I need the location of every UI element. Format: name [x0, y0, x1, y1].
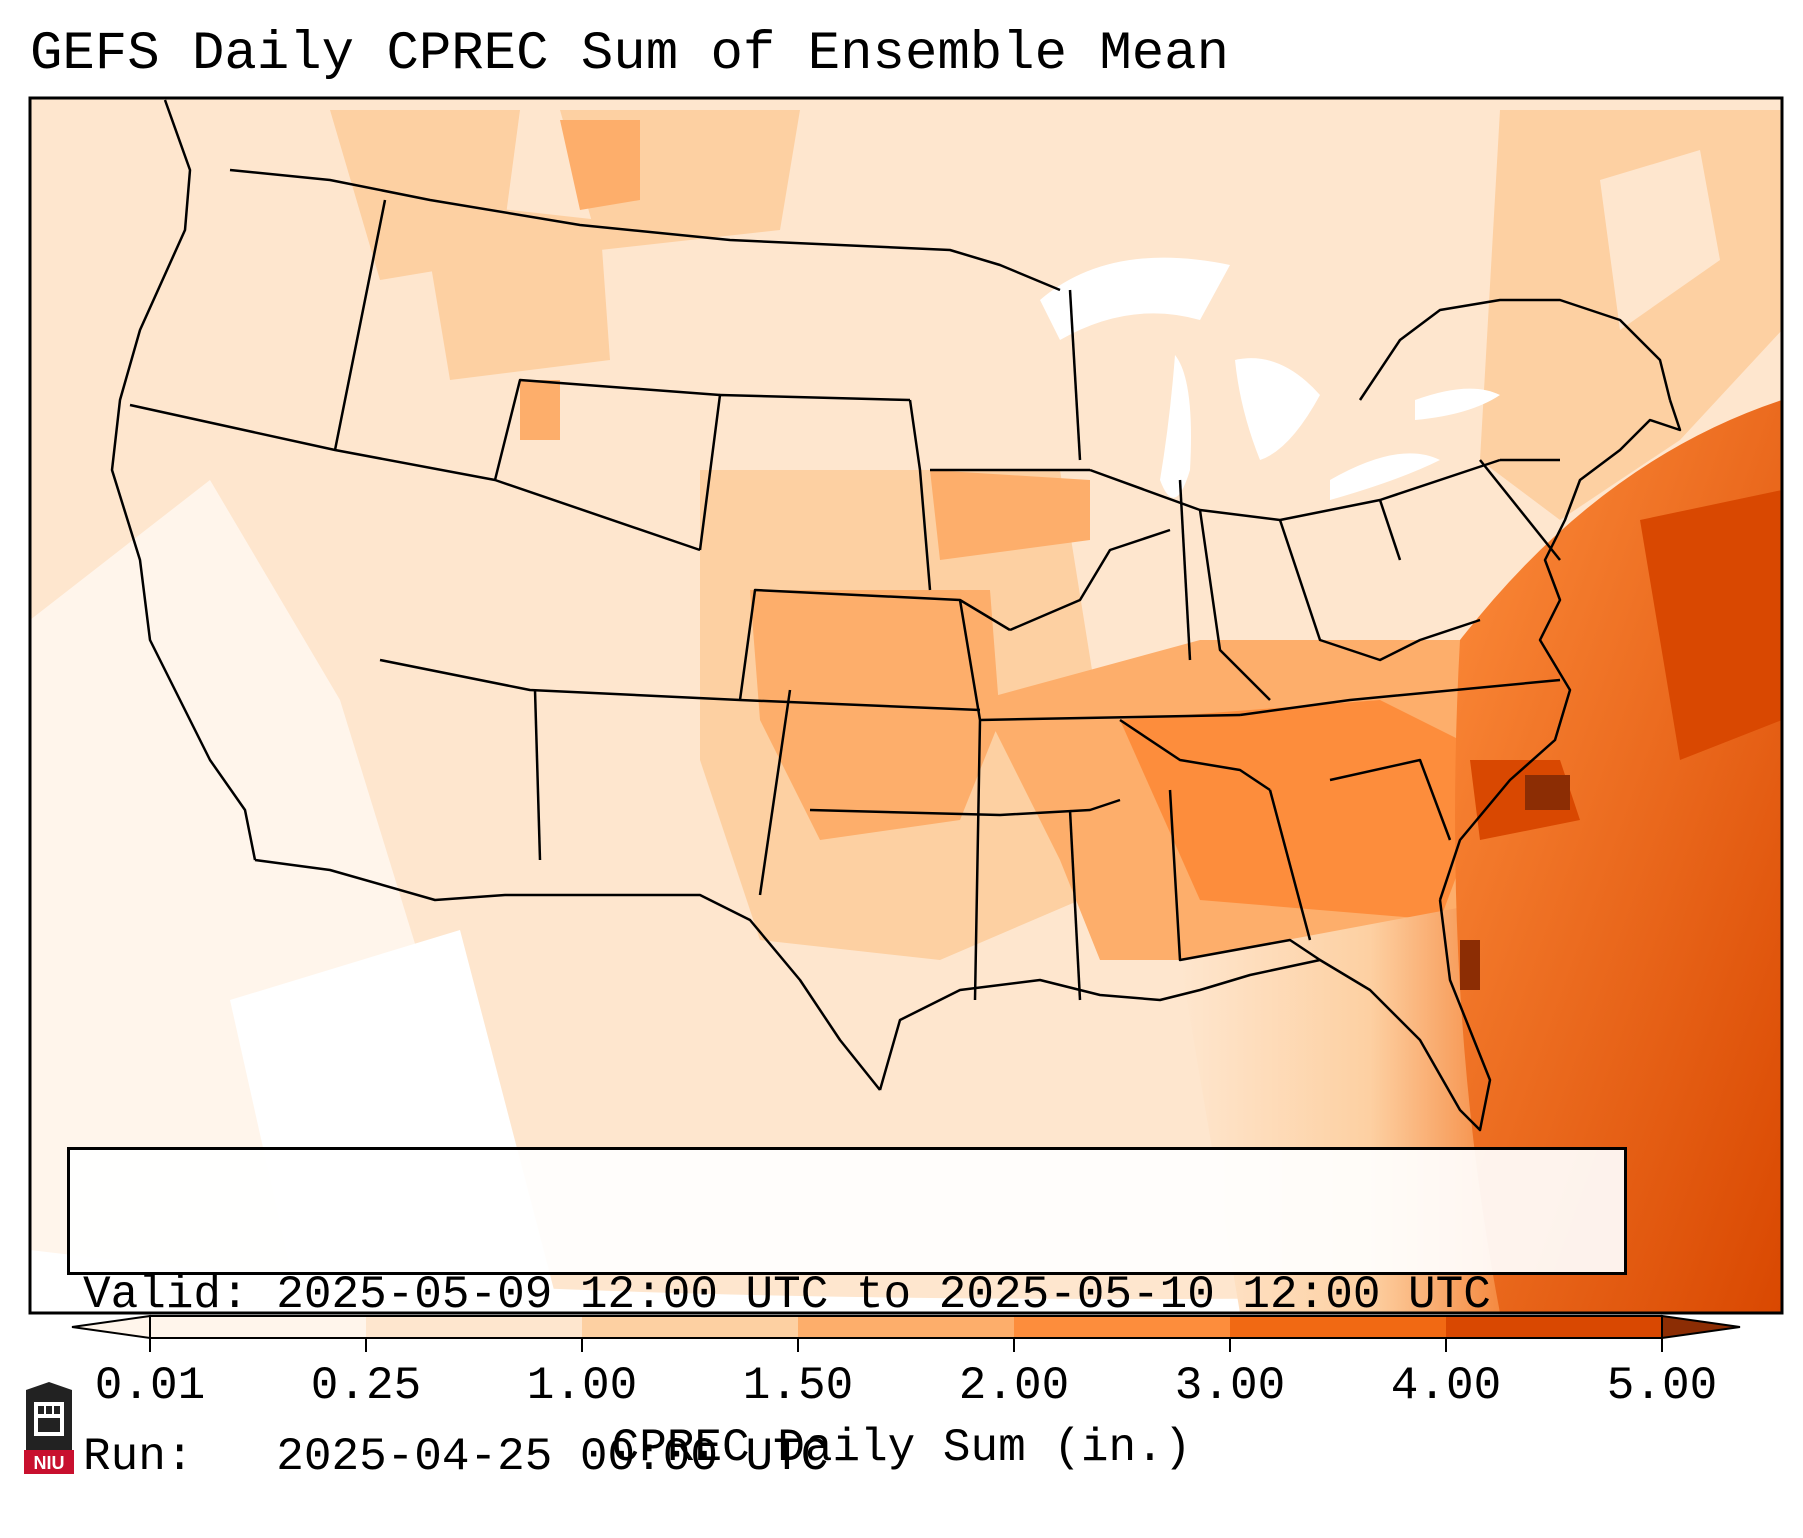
colorbar-segment: [1446, 1316, 1662, 1338]
colorbar-segment: [366, 1316, 582, 1338]
colorbar-tick-label: 4.00: [1390, 1360, 1502, 1412]
run-label: Run:: [83, 1431, 194, 1483]
logo-text: NIU: [34, 1453, 65, 1473]
valid-row: Valid: 2025-05-09 12:00 UTC to 2025-05-1…: [83, 1268, 1624, 1322]
colorbar-tick-label: 0.25: [310, 1360, 422, 1412]
colorbar-tick-label: 0.01: [94, 1360, 206, 1412]
colorbar-tick-label: 2.00: [958, 1360, 1070, 1412]
state-borders: [110, 99, 1682, 1132]
precip-field: [30, 98, 1782, 1313]
colorbar-tick-label: 1.00: [526, 1360, 638, 1412]
colorbar-segment: [1230, 1316, 1446, 1338]
info-box: Valid: 2025-05-09 12:00 UTC to 2025-05-1…: [67, 1147, 1627, 1483]
colorbar: [71, 1314, 1741, 1352]
colorbar-tick-label: 1.50: [742, 1360, 854, 1412]
colorbar-segment: [798, 1316, 1014, 1338]
run-value: 2025-04-25 00:00 UTC: [276, 1431, 829, 1483]
colorbar-segment: [150, 1316, 366, 1338]
colorbar-segment: [582, 1316, 798, 1338]
map-frame: [28, 96, 1784, 1315]
run-row: Run: 2025-04-25 00:00 UTC: [83, 1430, 1624, 1484]
valid-label: Valid:: [83, 1269, 249, 1321]
colorbar-extend-high: [1661, 1314, 1741, 1340]
colorbar-label: CPREC Daily Sum (in.): [611, 1422, 1192, 1474]
colorbar-tick-label: 3.00: [1174, 1360, 1286, 1412]
colorbar-segment: [1014, 1316, 1230, 1338]
colorbar-tick-label: 5.00: [1606, 1360, 1718, 1412]
colorbar-outline: [149, 1315, 1663, 1339]
chart-title: GEFS Daily CPREC Sum of Ensemble Mean: [30, 24, 1229, 85]
niu-castle-logo-icon: NIU: [24, 1382, 74, 1474]
valid-value: 2025-05-09 12:00 UTC to 2025-05-10 12:00…: [276, 1269, 1491, 1321]
